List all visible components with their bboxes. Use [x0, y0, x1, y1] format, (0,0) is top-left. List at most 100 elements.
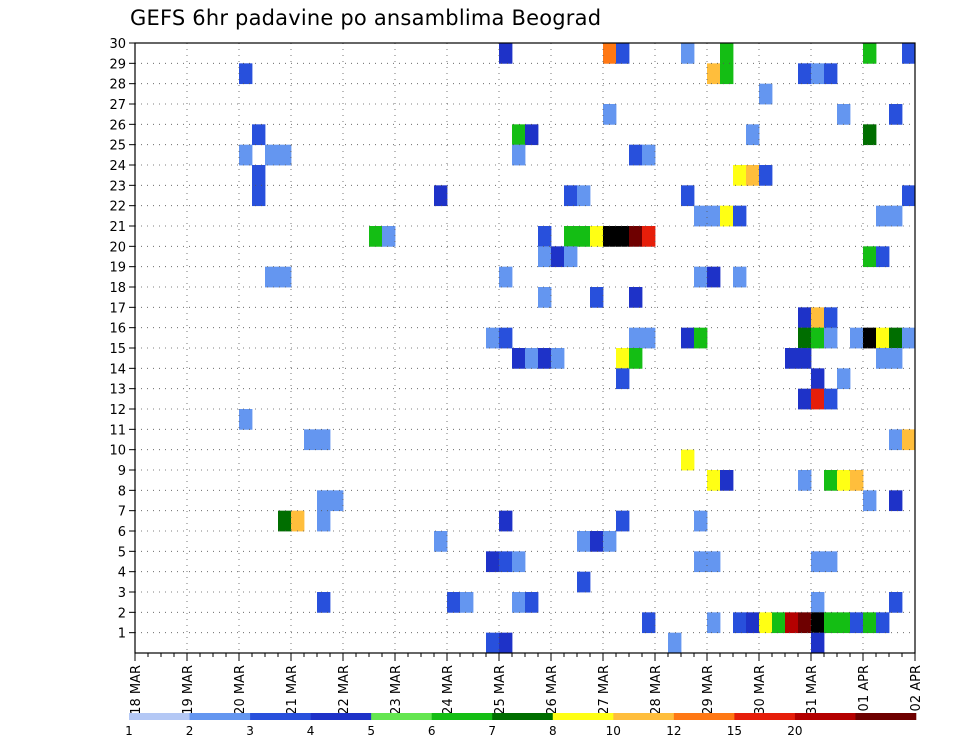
data-cell [629, 327, 643, 349]
data-cell [811, 63, 825, 85]
data-cell [486, 551, 500, 573]
data-cell [538, 348, 552, 369]
colorbar-label: 10 [606, 724, 621, 738]
data-cell [616, 43, 630, 64]
data-cell [330, 490, 344, 512]
data-cell [824, 388, 838, 410]
x-tick-label: 29 MAR [701, 665, 716, 715]
x-tick-label: 24 MAR [441, 665, 456, 715]
data-cell [291, 510, 305, 532]
colorbar-swatch [734, 713, 796, 720]
y-tick-label: 2 [118, 606, 126, 621]
data-cell [681, 327, 695, 349]
data-cell [538, 226, 552, 247]
data-cell [486, 327, 500, 349]
data-cell [720, 43, 734, 64]
data-cell [798, 388, 812, 410]
data-cell [824, 612, 838, 634]
data-cell [707, 63, 721, 85]
data-cell [902, 43, 916, 64]
y-axis-ticks: 1234567891011121314151617181920212223242… [109, 37, 135, 642]
x-tick-label: 19 MAR [181, 665, 196, 715]
y-tick-label: 8 [118, 484, 126, 499]
data-cell [278, 266, 292, 288]
data-cell [499, 266, 513, 288]
data-cell [785, 612, 799, 634]
colorbar-swatch [794, 713, 856, 720]
data-cell [304, 429, 318, 451]
data-cell [811, 388, 825, 410]
data-cell [603, 43, 617, 64]
data-cell [577, 531, 591, 552]
data-cell [811, 592, 825, 613]
data-cell [863, 43, 877, 64]
data-cell [252, 165, 266, 186]
data-cell [863, 246, 877, 268]
data-cell [811, 368, 825, 390]
data-cell [694, 510, 708, 532]
data-cell [707, 266, 721, 288]
data-cell [811, 551, 825, 573]
data-cell [512, 124, 526, 146]
x-tick-label: 22 MAR [337, 665, 352, 715]
data-cell [252, 185, 266, 207]
data-cell [499, 327, 513, 349]
data-cell [590, 226, 604, 247]
data-cell [642, 144, 656, 166]
data-cell [642, 226, 656, 247]
data-cell [798, 307, 812, 329]
data-cell [317, 490, 331, 512]
y-tick-label: 24 [109, 159, 126, 174]
y-tick-label: 19 [109, 261, 126, 276]
data-cell [460, 592, 474, 613]
y-tick-label: 23 [109, 179, 126, 194]
data-cell [876, 327, 890, 349]
data-cell [902, 185, 916, 207]
data-cell [837, 612, 851, 634]
colorbar-swatch [129, 713, 190, 720]
x-tick-label: 20 MAR [233, 665, 248, 715]
data-cell [486, 632, 500, 654]
data-cell [616, 510, 630, 532]
data-cell [239, 63, 253, 85]
colorbar-label: 4 [307, 724, 315, 738]
colorbar-swatch [189, 713, 251, 720]
colorbar-label: 20 [787, 724, 802, 738]
data-cell [681, 43, 695, 64]
colorbar-swatch [552, 713, 614, 720]
data-cell [681, 449, 695, 471]
y-tick-label: 1 [118, 627, 126, 642]
data-cell [850, 470, 864, 491]
data-cell [772, 612, 786, 634]
data-cell [850, 327, 864, 349]
y-tick-label: 15 [109, 342, 126, 357]
y-tick-label: 9 [118, 464, 126, 479]
data-cell [707, 551, 721, 573]
data-cell [876, 246, 890, 268]
data-cell [824, 470, 838, 491]
colorbar-label: 15 [727, 724, 742, 738]
data-cell [798, 612, 812, 634]
x-tick-label: 23 MAR [389, 665, 404, 715]
data-cell [850, 612, 864, 634]
data-cell [564, 226, 578, 247]
data-cell [889, 205, 903, 227]
data-cell [876, 612, 890, 634]
y-tick-label: 25 [109, 139, 126, 154]
data-cell [720, 63, 734, 85]
data-cell [902, 429, 916, 451]
y-tick-label: 27 [109, 98, 126, 113]
colorbar-swatch [673, 713, 735, 720]
data-cell [798, 63, 812, 85]
x-tick-label: 25 MAR [493, 665, 508, 715]
data-cell [317, 429, 331, 451]
chart-title: GEFS 6hr padavine po ansamblima Beograd [130, 6, 602, 30]
data-cell [499, 510, 513, 532]
data-cell [629, 348, 643, 369]
data-cell [824, 327, 838, 349]
data-cell [876, 348, 890, 369]
data-cell [239, 409, 253, 430]
data-cell [590, 531, 604, 552]
data-cell [837, 368, 851, 390]
y-tick-label: 17 [109, 301, 126, 316]
